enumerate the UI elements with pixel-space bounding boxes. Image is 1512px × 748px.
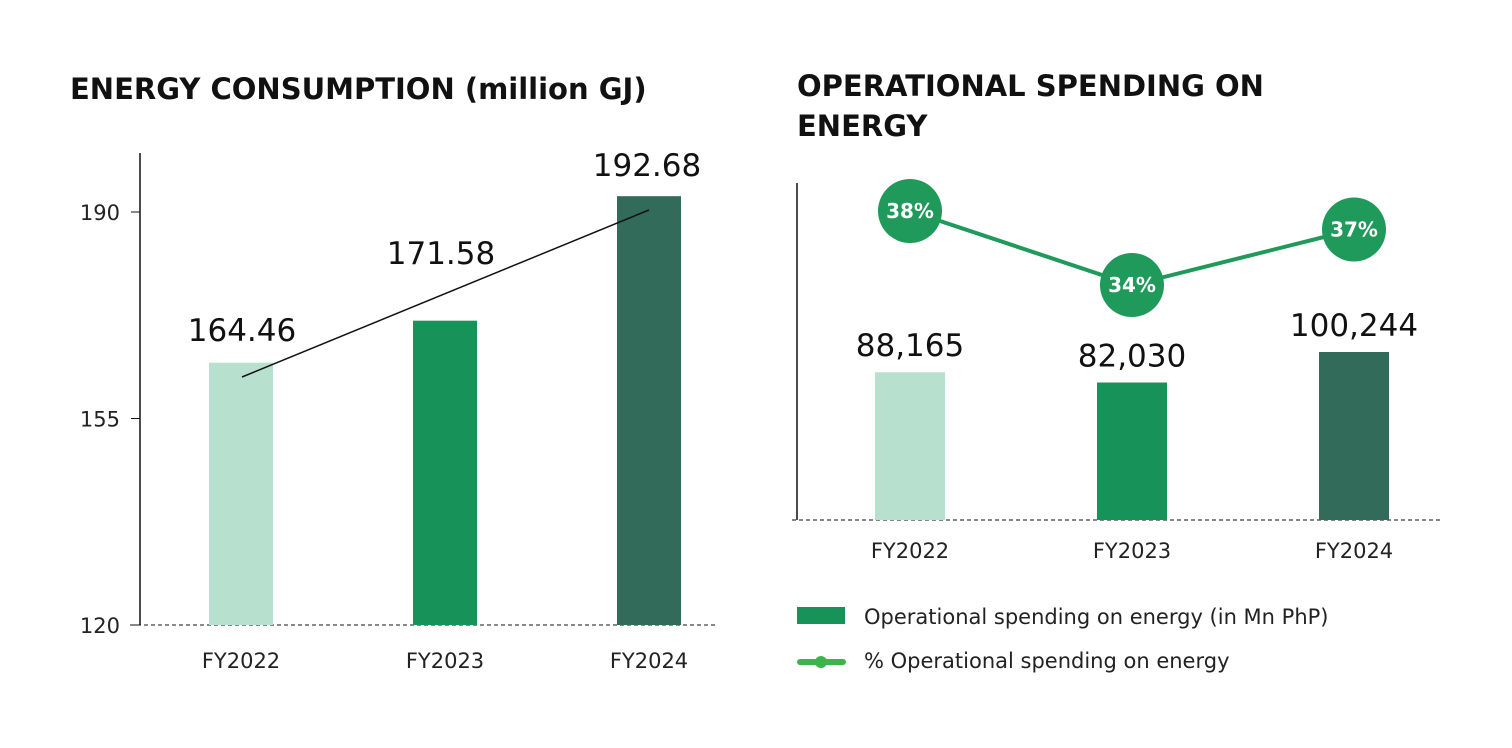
percent-marker xyxy=(878,179,942,243)
x-tick-label: FY2022 xyxy=(202,649,280,673)
trend-line xyxy=(241,209,650,378)
chart-title-line1: OPERATIONAL SPENDING ON xyxy=(797,69,1264,103)
legend-bar-label: Operational spending on energy (in Mn Ph… xyxy=(864,605,1329,629)
percent-marker xyxy=(1322,197,1386,262)
x-tick-label: FY2024 xyxy=(1315,539,1393,563)
x-tick-label: FY2023 xyxy=(1093,539,1171,563)
x-tick-label: FY2024 xyxy=(610,649,688,673)
energy-consumption-chart: ENERGY CONSUMPTION (million GJ) 120 155 19… xyxy=(70,72,715,673)
x-tick-label: FY2022 xyxy=(871,539,949,563)
data-label: 100,244 xyxy=(1290,308,1418,344)
y-tick-label: 155 xyxy=(80,408,120,432)
data-label: 164.46 xyxy=(188,313,296,349)
data-label: 88,165 xyxy=(856,328,964,364)
legend-line-marker xyxy=(815,656,827,668)
percent-label: 38% xyxy=(886,199,934,223)
bar-fy2022 xyxy=(209,362,273,625)
y-tick-label: 190 xyxy=(80,201,120,225)
data-label: 192.68 xyxy=(593,148,701,184)
bar-fy2023 xyxy=(413,320,477,625)
bar-fy2024 xyxy=(1319,351,1389,520)
chart-title: ENERGY CONSUMPTION (million GJ) xyxy=(70,72,647,106)
percent-marker xyxy=(1100,253,1164,317)
data-label: 171.58 xyxy=(387,236,495,272)
y-tick-label: 120 xyxy=(80,614,120,638)
bar-fy2023 xyxy=(1097,382,1167,520)
percent-label: 37% xyxy=(1330,218,1378,242)
legend-line-label: % Operational spending on energy xyxy=(864,649,1230,673)
chart-title-line2: ENERGY xyxy=(797,109,928,143)
bar-fy2024 xyxy=(617,196,681,626)
operational-spending-chart: OPERATIONAL SPENDING ON ENERGY Operation… xyxy=(792,69,1442,673)
data-label: 82,030 xyxy=(1078,339,1186,375)
percent-label: 34% xyxy=(1108,273,1156,297)
legend-bar-swatch xyxy=(797,607,845,624)
x-tick-label: FY2023 xyxy=(406,649,484,673)
bar-fy2022 xyxy=(875,372,945,520)
